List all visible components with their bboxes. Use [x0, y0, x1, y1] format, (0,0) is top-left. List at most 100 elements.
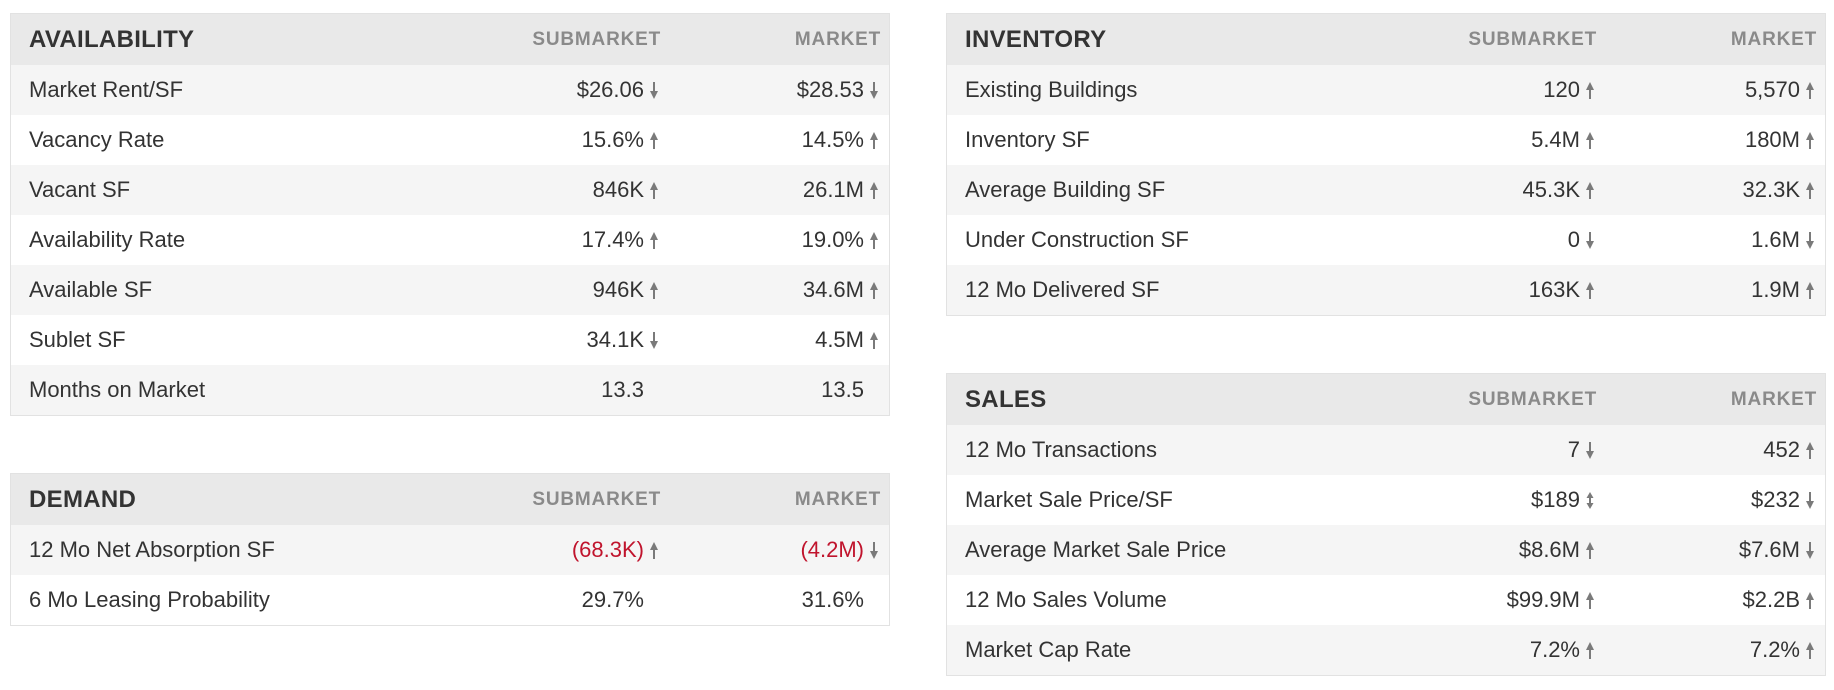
row-label: 12 Mo Transactions [965, 437, 1157, 462]
row-label: 12 Mo Sales Volume [965, 587, 1167, 612]
submarket-value: 15.6% [581, 127, 644, 152]
trend-up-arrow-icon [647, 131, 661, 149]
market-value: 19.0% [801, 227, 864, 252]
row-label: Vacancy Rate [29, 127, 165, 152]
submarket-value: 946K [592, 277, 644, 302]
market-value: 31.6% [801, 587, 864, 612]
market-column-header: MARKET [1730, 28, 1817, 50]
market-value-cell: 19.0% [661, 227, 881, 253]
market-column-header: MARKET [1730, 388, 1817, 410]
inventory-title: INVENTORY [965, 25, 1107, 53]
submarket-value-cell: $99.9M [1467, 587, 1597, 613]
table-row: Vacancy Rate 15.6% 14.5% [11, 115, 889, 165]
table-row: 6 Mo Leasing Probability 29.7% 31.6% [11, 575, 889, 625]
market-column-header: MARKET [794, 28, 881, 50]
availability-panel: AVAILABILITY SUBMARKET MARKET Market Ren… [10, 13, 890, 416]
trend-up-arrow-icon [1803, 441, 1817, 459]
market-value-cell: 13.5 [661, 377, 881, 403]
market-value-cell: 34.6M [661, 277, 881, 303]
trend-down-arrow-icon [867, 541, 881, 559]
row-label: Market Cap Rate [965, 637, 1132, 662]
table-row: 12 Mo Transactions 7 452 [947, 425, 1825, 475]
trend-up-arrow-icon [867, 231, 881, 249]
submarket-value-cell: 29.7% [531, 587, 661, 613]
trend-up-arrow-icon [1583, 641, 1597, 659]
trend-up-arrow-icon [867, 131, 881, 149]
row-label: 12 Mo Delivered SF [965, 277, 1160, 302]
trend-down-arrow-icon [647, 331, 661, 349]
trend-up-arrow-icon [1583, 181, 1597, 199]
trend-up-arrow-icon [1583, 131, 1597, 149]
market-value: 4.5M [815, 327, 864, 352]
submarket-column-header: SUBMARKET [1468, 388, 1597, 410]
trend-down-arrow-icon [867, 81, 881, 99]
market-value-cell: $2.2B [1597, 587, 1817, 613]
market-value: 1.9M [1751, 277, 1800, 302]
submarket-value-cell: 45.3K [1467, 177, 1597, 203]
market-value-cell: 26.1M [661, 177, 881, 203]
market-value: 32.3K [1742, 177, 1801, 202]
market-value-cell: 1.6M [1597, 227, 1817, 253]
market-value-cell: 7.2% [1597, 637, 1817, 663]
table-row: Inventory SF 5.4M 180M [947, 115, 1825, 165]
trend-up-arrow-icon [1803, 591, 1817, 609]
row-label: 6 Mo Leasing Probability [29, 587, 270, 612]
trend-up-arrow-icon [1803, 131, 1817, 149]
market-value: $232 [1751, 487, 1800, 512]
table-row: 12 Mo Net Absorption SF (68.3K) (4.2M) [11, 525, 889, 575]
market-value-cell: 1.9M [1597, 277, 1817, 303]
submarket-column-header: SUBMARKET [532, 28, 661, 50]
submarket-value-cell: 15.6% [531, 127, 661, 153]
trend-up-arrow-icon [647, 231, 661, 249]
table-row: Available SF 946K 34.6M [11, 265, 889, 315]
market-value: 34.6M [802, 277, 864, 302]
submarket-column-header: SUBMARKET [532, 488, 661, 510]
submarket-value-cell: 17.4% [531, 227, 661, 253]
market-value-cell: $28.53 [661, 77, 881, 103]
submarket-value-cell: 5.4M [1467, 127, 1597, 153]
row-label: Average Building SF [965, 177, 1166, 202]
trend-down-arrow-icon [1803, 541, 1817, 559]
table-row: Average Market Sale Price $8.6M $7.6M [947, 525, 1825, 575]
trend-up-arrow-icon [1803, 181, 1817, 199]
trend-up-arrow-icon [867, 281, 881, 299]
submarket-value-cell: 7 [1467, 437, 1597, 463]
trend-down-arrow-icon [1803, 231, 1817, 249]
trend-up-down-arrow-icon [1583, 491, 1597, 509]
submarket-value-cell: $8.6M [1467, 537, 1597, 563]
submarket-value: 5.4M [1531, 127, 1580, 152]
market-value-cell: $7.6M [1597, 537, 1817, 563]
submarket-value-cell: 13.3 [531, 377, 661, 403]
submarket-value: 163K [1528, 277, 1580, 302]
table-row: Vacant SF 846K 26.1M [11, 165, 889, 215]
market-value: 1.6M [1751, 227, 1800, 252]
trend-up-arrow-icon [1803, 281, 1817, 299]
inventory-panel: INVENTORY SUBMARKET MARKET Existing Buil… [946, 13, 1826, 316]
market-value-cell: $232 [1597, 487, 1817, 513]
row-label: 12 Mo Net Absorption SF [29, 537, 275, 562]
market-value-cell: 5,570 [1597, 77, 1817, 103]
submarket-value-cell: $26.06 [531, 77, 661, 103]
trend-up-arrow-icon [1583, 281, 1597, 299]
submarket-value: 45.3K [1522, 177, 1581, 202]
trend-up-arrow-icon [1583, 81, 1597, 99]
trend-down-arrow-icon [1583, 231, 1597, 249]
submarket-value: $189 [1531, 487, 1580, 512]
demand-title: DEMAND [29, 485, 137, 513]
submarket-column-header: SUBMARKET [1468, 28, 1597, 50]
table-row: Market Sale Price/SF $189 $232 [947, 475, 1825, 525]
submarket-value: 7.2% [1529, 637, 1580, 662]
submarket-value: 0 [1567, 227, 1580, 252]
sales-header: SALES SUBMARKET MARKET [947, 374, 1825, 425]
market-value-cell: 31.6% [661, 587, 881, 613]
row-label: Months on Market [29, 377, 206, 402]
submarket-value: $99.9M [1506, 587, 1580, 612]
trend-down-arrow-icon [1803, 491, 1817, 509]
submarket-value: $8.6M [1518, 537, 1580, 562]
submarket-value: 120 [1543, 77, 1580, 102]
market-value: 13.5 [821, 377, 864, 402]
row-label: Existing Buildings [965, 77, 1138, 102]
market-value: (4.2M) [800, 537, 864, 562]
trend-up-arrow-icon [1803, 81, 1817, 99]
demand-header: DEMAND SUBMARKET MARKET [11, 474, 889, 525]
